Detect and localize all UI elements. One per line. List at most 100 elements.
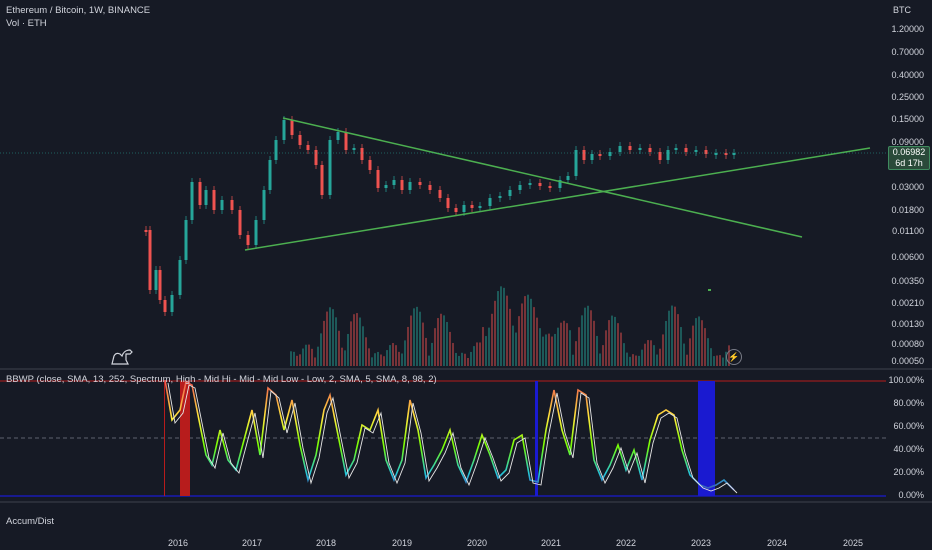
volume-bar	[710, 348, 712, 366]
volume-bar	[632, 354, 634, 366]
volume-bar	[692, 325, 694, 366]
volume-bar	[545, 334, 547, 366]
time-tick: 2019	[391, 538, 413, 548]
volume-bar	[557, 327, 559, 366]
volume-bar	[347, 333, 349, 366]
volume-bar	[629, 356, 631, 366]
volume-bar	[437, 318, 439, 366]
volume-bar	[497, 291, 499, 366]
time-tick: 2021	[540, 538, 562, 548]
volume-bar	[455, 352, 457, 366]
volume-bar	[677, 314, 679, 366]
volume-bar	[368, 348, 370, 366]
price-tick: 0.70000	[891, 47, 924, 57]
bbwp-band	[180, 381, 190, 496]
volume-bar	[464, 353, 466, 366]
volume-bar	[659, 348, 661, 366]
volume-bar	[575, 341, 577, 366]
volume-bar	[458, 355, 460, 366]
volume-bar	[401, 353, 403, 366]
volume-bar	[569, 330, 571, 366]
pane-separator-2[interactable]	[0, 501, 932, 503]
time-tick: 2017	[241, 538, 263, 548]
volume-bar	[638, 355, 640, 366]
pane-separator[interactable]	[0, 368, 932, 370]
indicator-title: BBWP (close, SMA, 13, 252, Spectrum, Hig…	[6, 374, 437, 385]
volume-bar	[374, 353, 376, 366]
volume-bar	[536, 317, 538, 366]
dino-icon	[108, 346, 136, 366]
volume-bar	[356, 313, 358, 366]
volume-bar	[359, 317, 361, 366]
volume-bar	[716, 355, 718, 366]
price-tick: 0.25000	[891, 92, 924, 102]
volume-bar	[695, 318, 697, 366]
volume-bar	[413, 308, 415, 366]
volume-bar	[641, 349, 643, 366]
volume-bar	[644, 343, 646, 366]
price-tag: 0.06982 6d 17h	[888, 146, 930, 170]
marker	[708, 289, 711, 291]
volume-bar	[626, 352, 628, 366]
volume-bar	[452, 342, 454, 366]
volume-bar	[482, 327, 484, 366]
volume-bar	[386, 350, 388, 366]
volume-bar	[602, 345, 604, 366]
volume-bar	[587, 305, 589, 366]
price-tick: 0.40000	[891, 70, 924, 80]
volume-bar	[392, 343, 394, 366]
volume-bar	[707, 338, 709, 366]
time-tick: 2018	[315, 538, 337, 548]
volume-bar	[302, 348, 304, 366]
volume-bar	[407, 326, 409, 366]
indicator-tick: 40.00%	[893, 444, 924, 454]
volume-bar	[509, 308, 511, 366]
price-chart[interactable]	[0, 0, 886, 368]
time-tick: 2016	[167, 538, 189, 548]
volume-bars	[290, 286, 730, 366]
volume-bar	[329, 307, 331, 366]
lightning-icon[interactable]: ⚡	[726, 349, 742, 365]
volume-bar	[425, 337, 427, 366]
time-tick: 2022	[615, 538, 637, 548]
volume-bar	[671, 305, 673, 366]
volume-bar	[293, 351, 295, 366]
volume-bar	[521, 303, 523, 366]
volume-bar	[596, 335, 598, 366]
volume-bar	[380, 354, 382, 366]
indicator-tick: 0.00%	[898, 490, 924, 500]
volume-bar	[377, 351, 379, 366]
volume-bar	[434, 328, 436, 366]
price-tick: 0.00130	[891, 319, 924, 329]
volume-bar	[338, 330, 340, 366]
indicator-tick: 20.00%	[893, 467, 924, 477]
volume-bar	[503, 287, 505, 366]
volume-bar	[611, 315, 613, 366]
volume-bar	[428, 355, 430, 366]
volume-bar	[719, 355, 721, 366]
bbwp-chart[interactable]	[0, 370, 886, 500]
volume-bar	[515, 332, 517, 366]
volume-bar	[530, 298, 532, 366]
upper-trendline	[282, 117, 803, 238]
price-tick: 0.15000	[891, 114, 924, 124]
price-tick: 0.00210	[891, 298, 924, 308]
bbwp-band	[535, 381, 538, 496]
price-tick: 0.00350	[891, 276, 924, 286]
price-axis[interactable]: BTC 1.20000 0.70000 0.40000 0.25000 0.15000 0…	[886, 0, 932, 368]
volume-bar	[578, 327, 580, 366]
volume-bar	[446, 321, 448, 366]
volume-bar	[674, 306, 676, 366]
volume-bar	[581, 315, 583, 366]
indicator-axis[interactable]: 100.00% 80.00% 60.00% 40.00% 20.00% 0.00%	[886, 370, 932, 500]
volume-bar	[653, 345, 655, 366]
indicator-tick: 100.00%	[888, 375, 924, 385]
volume-bar	[683, 343, 685, 366]
volume-bar	[668, 310, 670, 366]
volume-bar	[479, 342, 481, 366]
volume-bar	[404, 340, 406, 366]
volume-bar	[554, 333, 556, 366]
chart-title: Ethereum / Bitcoin, 1W, BINANCE	[6, 5, 151, 16]
time-axis[interactable]: 2016 2017 2018 2019 2020 2021 2022 2023 2024 2025	[0, 530, 886, 550]
volume-bar	[416, 306, 418, 366]
